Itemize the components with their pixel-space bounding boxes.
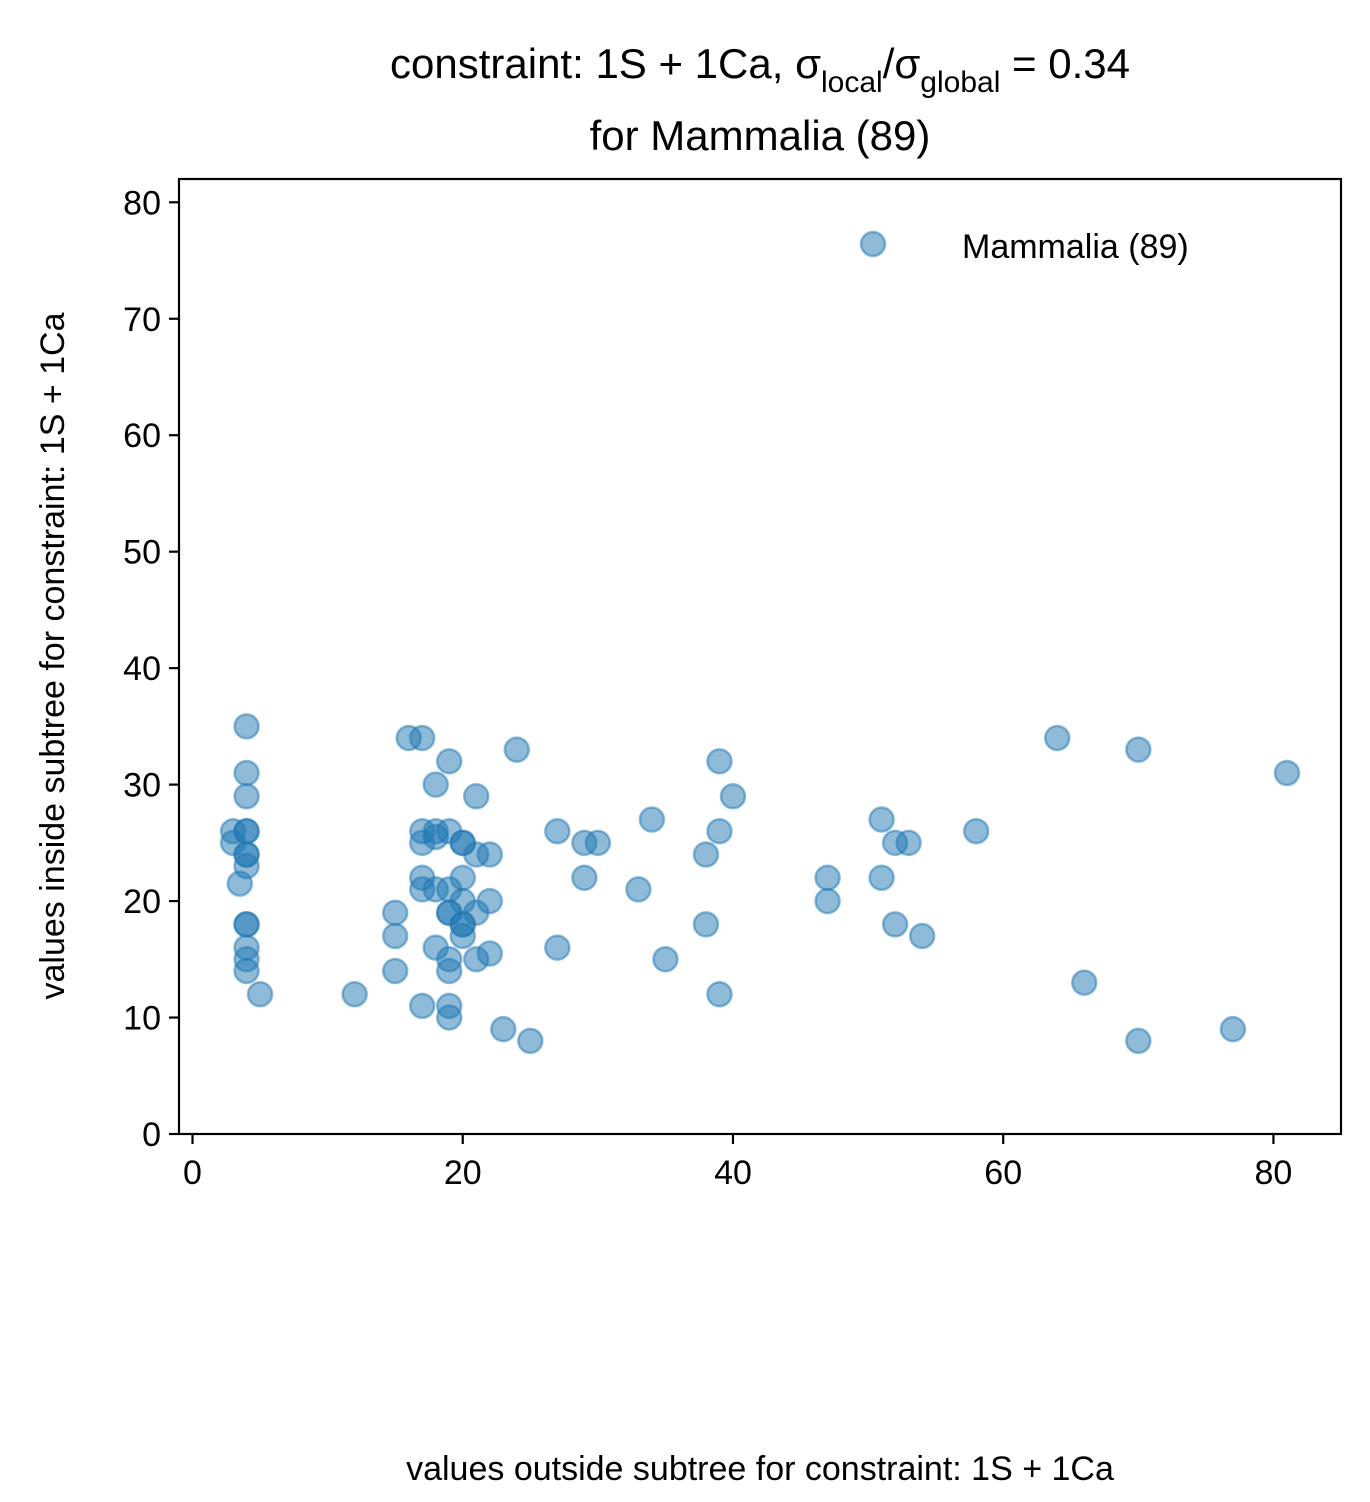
data-point	[544, 934, 571, 961]
data-point	[381, 899, 409, 926]
y-tick-label: 30	[123, 767, 161, 805]
data-point	[544, 817, 571, 845]
data-point	[584, 829, 612, 857]
y-axis-label: values inside subtree for constraint: 1S…	[34, 312, 72, 999]
data-point	[449, 864, 476, 892]
data-point	[341, 980, 368, 1008]
y-tick-label: 80	[123, 184, 161, 222]
data-point	[381, 922, 409, 950]
y-tick-label: 20	[123, 883, 161, 921]
x-axis-label: values outside subtree for constraint: 1…	[406, 1450, 1114, 1488]
data-point	[246, 980, 274, 1008]
data-point	[233, 957, 260, 985]
data-point	[1071, 969, 1098, 996]
x-tick-label: 0	[183, 1154, 202, 1192]
data-point	[625, 876, 652, 903]
y-tick-label: 70	[123, 301, 161, 339]
data-point	[814, 887, 841, 915]
y-tick-label: 0	[142, 1116, 161, 1154]
x-tick-label: 80	[1255, 1154, 1293, 1192]
data-point	[435, 1004, 463, 1031]
data-point	[233, 713, 260, 740]
y-tick-label: 10	[123, 1000, 161, 1038]
data-point	[1125, 1027, 1152, 1055]
data-point	[233, 759, 260, 787]
x-tick-label: 20	[444, 1154, 482, 1192]
chart-title-line2: for Mammalia (89)	[590, 112, 931, 159]
data-point	[908, 922, 936, 950]
data-point	[706, 817, 733, 845]
data-point	[706, 748, 733, 775]
data-point	[233, 911, 260, 938]
y-tick-label: 60	[123, 417, 161, 455]
x-tick-label: 40	[714, 1154, 752, 1192]
plot-area	[177, 177, 1343, 1136]
data-point	[517, 1027, 544, 1055]
legend-label: Mammalia (89)	[962, 228, 1189, 266]
data-point	[895, 829, 922, 857]
scatter-points	[219, 713, 1301, 1055]
data-point	[233, 783, 260, 810]
data-point	[638, 806, 666, 833]
data-point	[652, 946, 679, 973]
data-point	[435, 748, 463, 775]
data-point	[962, 817, 990, 845]
data-point	[490, 1015, 517, 1043]
data-point	[881, 911, 909, 938]
data-point	[408, 724, 436, 752]
legend: Mammalia (89)	[859, 228, 1189, 266]
data-point	[692, 911, 720, 938]
data-point	[476, 841, 504, 868]
data-point	[868, 806, 895, 833]
data-point	[435, 957, 463, 985]
legend-marker	[859, 230, 887, 258]
x-tick-label: 60	[984, 1154, 1022, 1192]
x-axis-ticks: 0 20 40 60 80	[183, 1134, 1292, 1192]
data-point	[449, 922, 476, 950]
data-point	[719, 783, 747, 810]
data-point	[1219, 1015, 1247, 1043]
data-point	[868, 864, 895, 892]
data-point	[381, 957, 409, 985]
data-point	[408, 992, 436, 1020]
data-point	[422, 771, 449, 798]
data-point	[476, 887, 504, 915]
data-point	[226, 870, 254, 897]
y-axis-ticks: 0 10 20 30 40 50 60 70 80	[123, 184, 179, 1154]
y-tick-label: 50	[123, 534, 161, 572]
data-point	[571, 864, 598, 892]
chart-title-line1: constraint: 1S + 1Ca, σlocal/σglobal = 0…	[390, 40, 1130, 99]
data-point	[1044, 724, 1071, 752]
data-point	[706, 980, 733, 1008]
data-point	[503, 736, 531, 763]
data-point	[463, 783, 490, 810]
data-point	[1125, 736, 1152, 763]
data-point	[814, 864, 841, 892]
data-point	[692, 841, 720, 868]
data-point	[1273, 759, 1301, 787]
y-tick-label: 40	[123, 650, 161, 688]
data-point	[476, 940, 504, 967]
